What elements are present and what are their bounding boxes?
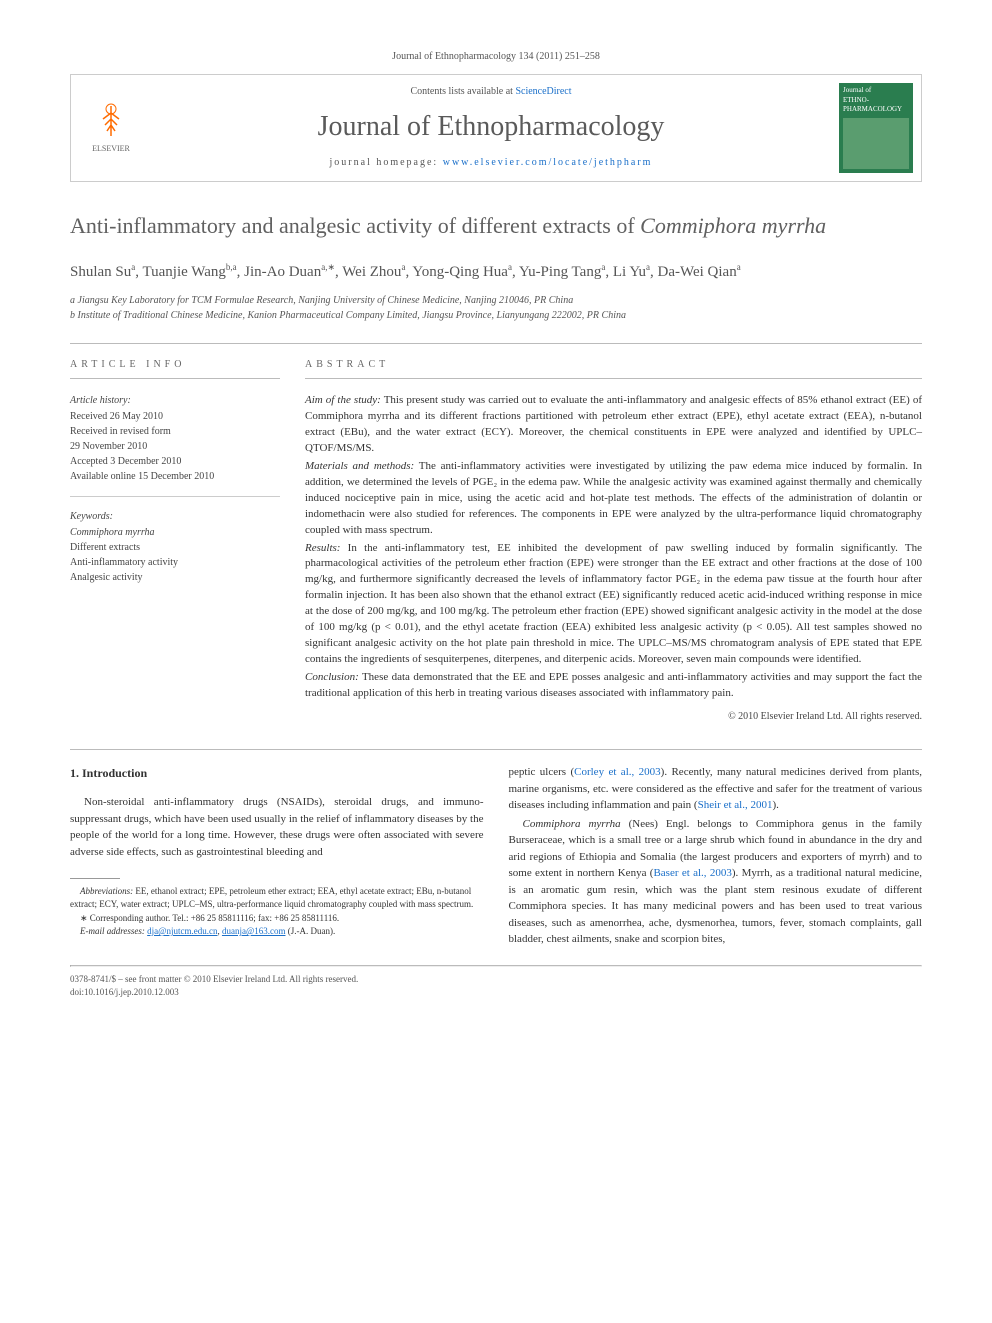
email-name: (J.-A. Duan). <box>285 926 335 936</box>
history-revised1: Received in revised form <box>70 424 280 439</box>
keyword-4: Analgesic activity <box>70 570 280 585</box>
cover-line1: Journal of <box>843 87 909 95</box>
affiliation-b: b Institute of Traditional Chinese Medic… <box>70 308 922 323</box>
history-received: Received 26 May 2010 <box>70 409 280 424</box>
abstract-rule <box>305 378 922 379</box>
journal-cover-thumbnail: Journal of ETHNO- PHARMACOLOGY <box>839 83 913 173</box>
ref-sheir[interactable]: Sheir et al., 2001 <box>698 799 773 811</box>
cover-box: Journal of ETHNO- PHARMACOLOGY <box>831 75 921 181</box>
results-text: In the anti-inflammatory test, EE inhibi… <box>305 542 922 666</box>
author-list: Shulan Sua, Tuanjie Wangb,a, Jin-Ao Duan… <box>70 261 922 284</box>
footer-rule <box>70 965 922 967</box>
masthead: ELSEVIER Contents lists available at Sci… <box>70 74 922 182</box>
affiliations: a Jiangsu Key Laboratory for TCM Formula… <box>70 293 922 323</box>
elsevier-tree-icon <box>91 101 131 141</box>
cover-line2: ETHNO- <box>843 97 909 105</box>
contents-prefix: Contents lists available at <box>410 86 515 97</box>
keywords-block: Keywords: Commiphora myrrha Different ex… <box>70 509 280 585</box>
intro-p1: Non-steroidal anti-inflammatory drugs (N… <box>70 794 484 860</box>
conclusion-label: Conclusion: <box>305 671 359 683</box>
cover-image-placeholder <box>843 118 909 169</box>
rule-mid <box>70 749 922 750</box>
history-revised2: 29 November 2010 <box>70 439 280 454</box>
abstract-copyright: © 2010 Elsevier Ireland Ltd. All rights … <box>305 710 922 725</box>
contents-line: Contents lists available at ScienceDirec… <box>151 85 831 99</box>
publisher-logo-box: ELSEVIER <box>71 75 151 181</box>
section-num: 1. <box>70 766 79 780</box>
article-history: Article history: Received 26 May 2010 Re… <box>70 393 280 484</box>
homepage-link[interactable]: www.elsevier.com/locate/jethpharm <box>443 157 653 168</box>
keyword-3: Anti-inflammatory activity <box>70 555 280 570</box>
abstract-body: Aim of the study: This present study was… <box>305 393 922 724</box>
elsevier-logo: ELSEVIER <box>81 93 141 163</box>
running-header: Journal of Ethnopharmacology 134 (2011) … <box>70 50 922 64</box>
footer-copyright: 0378-8741/$ – see front matter © 2010 El… <box>70 973 922 986</box>
info-sep <box>70 496 280 497</box>
corresponding-author: ∗ Corresponding author. Tel.: +86 25 858… <box>70 912 484 925</box>
conclusion-text: These data demonstrated that the EE and … <box>305 671 922 699</box>
aim-label: Aim of the study: <box>305 394 381 406</box>
title-species: Commiphora myrrha <box>640 213 826 238</box>
history-accepted: Accepted 3 December 2010 <box>70 454 280 469</box>
aim-text: This present study was carried out to ev… <box>305 394 922 454</box>
footnotes: Abbreviations: EE, ethanol extract; EPE,… <box>70 885 484 937</box>
section-heading: 1. Introduction <box>70 764 484 782</box>
info-rule <box>70 378 280 379</box>
body-columns: 1. Introduction Non-steroidal anti-infla… <box>70 764 922 950</box>
history-online: Available online 15 December 2010 <box>70 469 280 484</box>
email-link-2[interactable]: duanja@163.com <box>222 926 286 936</box>
footer-doi: doi:10.1016/j.jep.2010.12.003 <box>70 986 922 999</box>
email-label: E-mail addresses: <box>80 926 145 936</box>
elsevier-label: ELSEVIER <box>92 143 130 154</box>
article-title: Anti-inflammatory and analgesic activity… <box>70 212 922 241</box>
body-col-right: peptic ulcers (Corley et al., 2003). Rec… <box>509 764 923 950</box>
title-text: Anti-inflammatory and analgesic activity… <box>70 213 640 238</box>
article-info-label: ARTICLE INFO <box>70 358 280 372</box>
affiliation-a: a Jiangsu Key Laboratory for TCM Formula… <box>70 293 922 308</box>
keyword-1: Commiphora myrrha <box>70 525 280 540</box>
body-col-left: 1. Introduction Non-steroidal anti-infla… <box>70 764 484 950</box>
p1a: peptic ulcers ( <box>509 766 575 778</box>
homepage-line: journal homepage: www.elsevier.com/locat… <box>151 156 831 170</box>
homepage-prefix: journal homepage: <box>330 157 443 168</box>
ref-baser[interactable]: Baser et al., 2003 <box>653 867 731 879</box>
abstract-label: ABSTRACT <box>305 358 922 372</box>
footnote-rule <box>70 878 120 879</box>
journal-title: Journal of Ethnopharmacology <box>151 107 831 146</box>
rule-top <box>70 343 922 344</box>
ref-corley[interactable]: Corley et al., 2003 <box>574 766 661 778</box>
abbrev-label: Abbreviations: <box>80 886 133 896</box>
footer: 0378-8741/$ – see front matter © 2010 El… <box>70 973 922 998</box>
history-label: Article history: <box>70 393 280 408</box>
email-link-1[interactable]: dja@njutcm.edu.cn <box>147 926 217 936</box>
sciencedirect-link[interactable]: ScienceDirect <box>515 86 571 97</box>
p1c: ). <box>772 799 778 811</box>
keywords-label: Keywords: <box>70 509 280 524</box>
cover-line3: PHARMACOLOGY <box>843 106 909 114</box>
methods-label: Materials and methods: <box>305 460 414 472</box>
section-title: Introduction <box>82 766 147 780</box>
results-label: Results: <box>305 542 340 554</box>
keyword-2: Different extracts <box>70 540 280 555</box>
